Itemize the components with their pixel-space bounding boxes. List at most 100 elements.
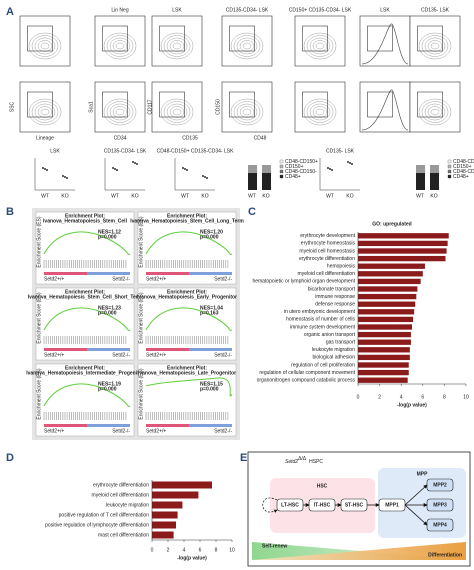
gsea-name: Ivanova_Hematopoiesis_Early_Progenitor (137, 294, 237, 300)
bar (152, 501, 183, 509)
contour (424, 103, 446, 121)
y-label: Enrichment Score (ES) (138, 216, 144, 267)
dot (206, 177, 208, 179)
legend-swatch (447, 169, 452, 174)
contour (306, 101, 334, 123)
flow-plot (359, 81, 411, 133)
histogram (361, 89, 409, 131)
contour (103, 32, 137, 60)
legend-text: CD48-CD150+ (285, 159, 318, 165)
legend-text: CD48-CD150+ (453, 159, 474, 165)
category-label: hematopoietic or lymphoid organ developm… (252, 279, 355, 285)
category-label: erythrocyte differentiation (93, 482, 149, 488)
contour (303, 98, 337, 126)
gate (417, 91, 443, 118)
es-curve (43, 383, 131, 407)
group-label: HSC (317, 483, 328, 489)
es-curve (145, 307, 233, 331)
flow-plot (221, 81, 273, 133)
bar (358, 347, 410, 353)
bar (358, 286, 418, 292)
category-label: erythrocyte homeostasis (301, 241, 356, 247)
gate (159, 91, 185, 118)
category-label: myeloid cell differentiation (92, 492, 150, 498)
flow-plot (94, 15, 146, 67)
flow-plot (294, 15, 346, 67)
category-label: immune system development (290, 324, 356, 330)
y-label: Enrichment Score (ES) (36, 216, 42, 267)
nes: NES=1.15 (200, 381, 223, 387)
rank-bar (87, 424, 130, 427)
contour (169, 40, 185, 52)
category-label: myeloid cell differentiation (298, 271, 356, 277)
x-tick-label: 6 (199, 547, 202, 553)
flow-plot (409, 15, 461, 67)
node-label: LT-HSC (281, 502, 299, 508)
arrow (404, 504, 428, 526)
x-tick-label: 2 (167, 547, 170, 553)
legend-swatch (447, 174, 452, 179)
contour (34, 103, 56, 121)
contour (160, 98, 194, 126)
pval: p=0.000 (98, 386, 117, 392)
contour (172, 108, 182, 116)
contour (427, 106, 443, 118)
category-label: positive regulation of lymphocyte differ… (45, 522, 149, 528)
contour (112, 40, 128, 52)
dot (114, 168, 116, 170)
gsea-header: Enrichment Plot: (65, 289, 105, 295)
stacked-bar (416, 165, 425, 173)
contour (106, 101, 134, 123)
contour (37, 40, 53, 52)
x-tick-label: 8 (443, 394, 446, 400)
end-label: Setd2-/- (112, 428, 130, 434)
contour (230, 32, 264, 60)
end-label: Setd2+/+ (146, 428, 166, 434)
gate (102, 91, 128, 118)
contour (160, 32, 194, 60)
histogram (361, 23, 409, 65)
y-label: Enrichment Score (ES) (138, 368, 144, 419)
flow-plot (94, 81, 146, 133)
category-label: bicarbonate transport (308, 286, 356, 292)
gate (417, 25, 443, 52)
stacked-bar (262, 165, 271, 190)
axis-label: Lineage (36, 135, 54, 141)
nes: NES=1.20 (200, 229, 223, 235)
group-label: WT (248, 193, 256, 199)
rank-bar (146, 348, 189, 351)
dot (132, 161, 134, 163)
bar (358, 248, 447, 254)
axis-label: CD135 (182, 135, 198, 141)
es-curve (43, 307, 131, 331)
contour (236, 37, 258, 55)
flow-plot (151, 15, 203, 67)
rank-bar (44, 272, 87, 275)
summary-title: CD135-CD34- LSK (104, 148, 147, 154)
contour (230, 98, 264, 126)
node-label: MPP2 (433, 482, 447, 488)
end-label: Setd2+/+ (44, 276, 64, 282)
rank-bar (189, 272, 232, 275)
category-label: leukocyte migration (106, 502, 149, 508)
dot (204, 176, 206, 178)
node-label: IT-HSC (314, 502, 331, 508)
contour (233, 101, 261, 123)
stacked-bar (262, 165, 271, 173)
gate (367, 91, 393, 118)
summary-title: CD48-CD150+ CD135-CD34- LSK (157, 148, 235, 154)
category-label: defense response (315, 302, 355, 308)
axis-label: CD48 (254, 135, 267, 141)
dot (44, 168, 46, 170)
gsea-name: Ivanova_Hematopoiesis_Stem_Cell_Long_Ter… (130, 218, 244, 224)
node-label: MPP3 (433, 502, 447, 508)
flow-plot (409, 81, 461, 133)
es-curve (145, 377, 233, 397)
rank-bar (146, 272, 189, 275)
gsea-name: Ivanova_Hematopoiesis_Stem_Cell (43, 218, 128, 224)
panel-label: D (6, 452, 14, 464)
legend-swatch (279, 174, 284, 179)
rank-bar (87, 348, 130, 351)
dot (136, 163, 138, 165)
axis-label: CD117 (147, 99, 153, 114)
